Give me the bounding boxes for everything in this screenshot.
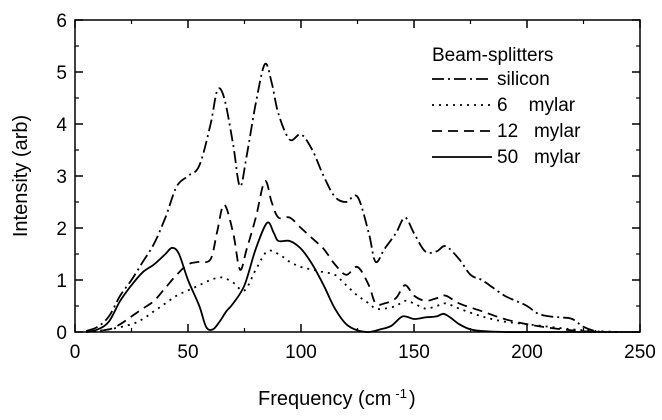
x-tick-label: 100 [285,342,317,363]
series-line-3 [86,221,640,333]
y-axis-title: Intensity (arb) [10,115,32,237]
series-line-1 [86,249,618,333]
series-line-2 [86,180,595,333]
x-tick-label: 200 [511,342,543,363]
x-tick-label: 0 [70,342,81,363]
x-axis-title: Frequency (cm -1) [258,386,416,411]
legend-label-1: 6 mylar [497,95,576,116]
y-tick-label: 3 [56,167,67,188]
plot-frame [74,19,641,333]
y-tick-label: 1 [56,271,67,292]
y-tick-label: 4 [56,115,67,136]
legend-label-2: 12 mylar [497,121,581,142]
legend-label-0: silicon [497,69,550,90]
y-tick-label: 0 [56,323,67,344]
x-tick-label: 150 [398,342,430,363]
y-tick-label: 2 [56,219,67,240]
x-axis-title-close: ) [409,388,416,410]
legend-label-3: 50 mylar [497,147,581,168]
series-group [85,62,640,333]
y-tick-label: 5 [56,63,67,84]
plot-frame-group [74,19,641,333]
x-axis-title-main: Frequency (cm [258,388,391,410]
legend: Beam-splitters silicon 6 mylar 12 mylar 50 … [432,45,581,168]
x-tick-label: 50 [177,342,198,363]
x-axis-title-superscript: -1 [395,386,407,401]
y-tick-label: 6 [56,11,67,32]
series-line-0 [85,62,607,333]
ticks-group: 0 50 100 150 200 250 0 1 2 3 4 5 6 [56,11,655,363]
legend-title: Beam-splitters [432,45,553,66]
x-tick-label: 250 [624,342,656,363]
